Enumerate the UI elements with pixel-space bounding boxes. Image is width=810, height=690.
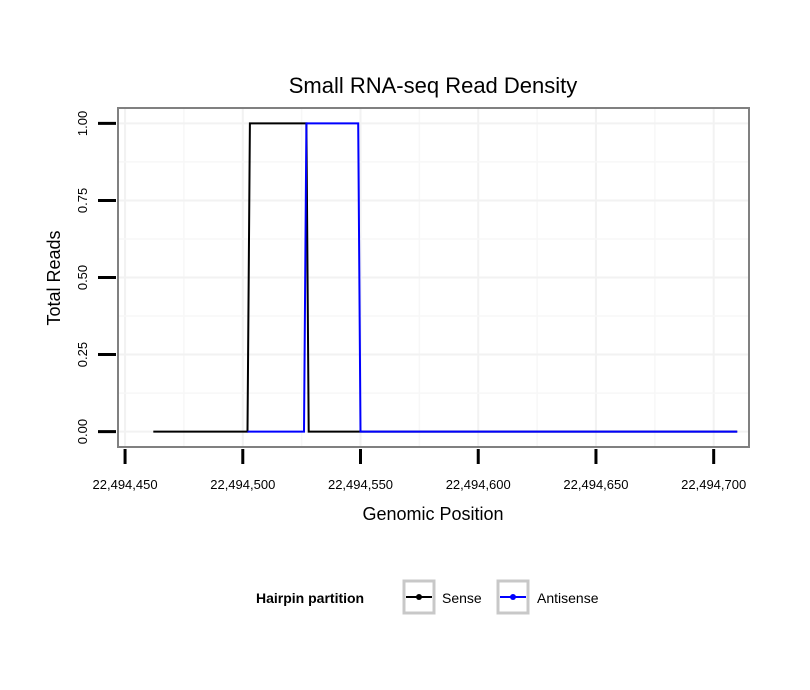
y-tick-label: 1.00 bbox=[75, 111, 90, 136]
x-tick-label: 22,494,450 bbox=[93, 477, 158, 492]
x-axis: 22,494,450 22,494,500 22,494,550 22,494,600… bbox=[93, 449, 746, 492]
y-axis: 0.00 0.25 0.50 0.75 1.00 bbox=[75, 111, 116, 444]
y-tick-label: 0.50 bbox=[75, 265, 90, 290]
legend-dot-antisense bbox=[510, 594, 516, 600]
y-axis-label: Total Reads bbox=[44, 230, 64, 325]
legend-title: Hairpin partition bbox=[256, 590, 364, 606]
x-tick-label: 22,494,600 bbox=[446, 477, 511, 492]
legend-dot-sense bbox=[416, 594, 422, 600]
legend-label-antisense: Antisense bbox=[537, 590, 599, 606]
series-layer bbox=[153, 122, 738, 433]
x-tick-label: 22,494,700 bbox=[681, 477, 746, 492]
legend-item-antisense: Antisense bbox=[496, 579, 599, 615]
legend-item-sense: Sense bbox=[402, 579, 482, 615]
chart-title: Small RNA-seq Read Density bbox=[289, 73, 578, 98]
x-tick-label: 22,494,500 bbox=[210, 477, 275, 492]
legend-label-sense: Sense bbox=[442, 590, 482, 606]
y-tick-label: 0.25 bbox=[75, 342, 90, 367]
y-tick-label: 0.75 bbox=[75, 188, 90, 213]
y-tick-label: 0.00 bbox=[75, 419, 90, 444]
plot-panel-border bbox=[117, 107, 750, 448]
series-line-antisense bbox=[247, 122, 738, 433]
x-axis-label: Genomic Position bbox=[362, 504, 503, 524]
x-tick-label: 22,494,550 bbox=[328, 477, 393, 492]
grid bbox=[118, 108, 749, 447]
x-tick-label: 22,494,650 bbox=[563, 477, 628, 492]
legend: Hairpin partition Sense Antisense bbox=[256, 579, 599, 615]
